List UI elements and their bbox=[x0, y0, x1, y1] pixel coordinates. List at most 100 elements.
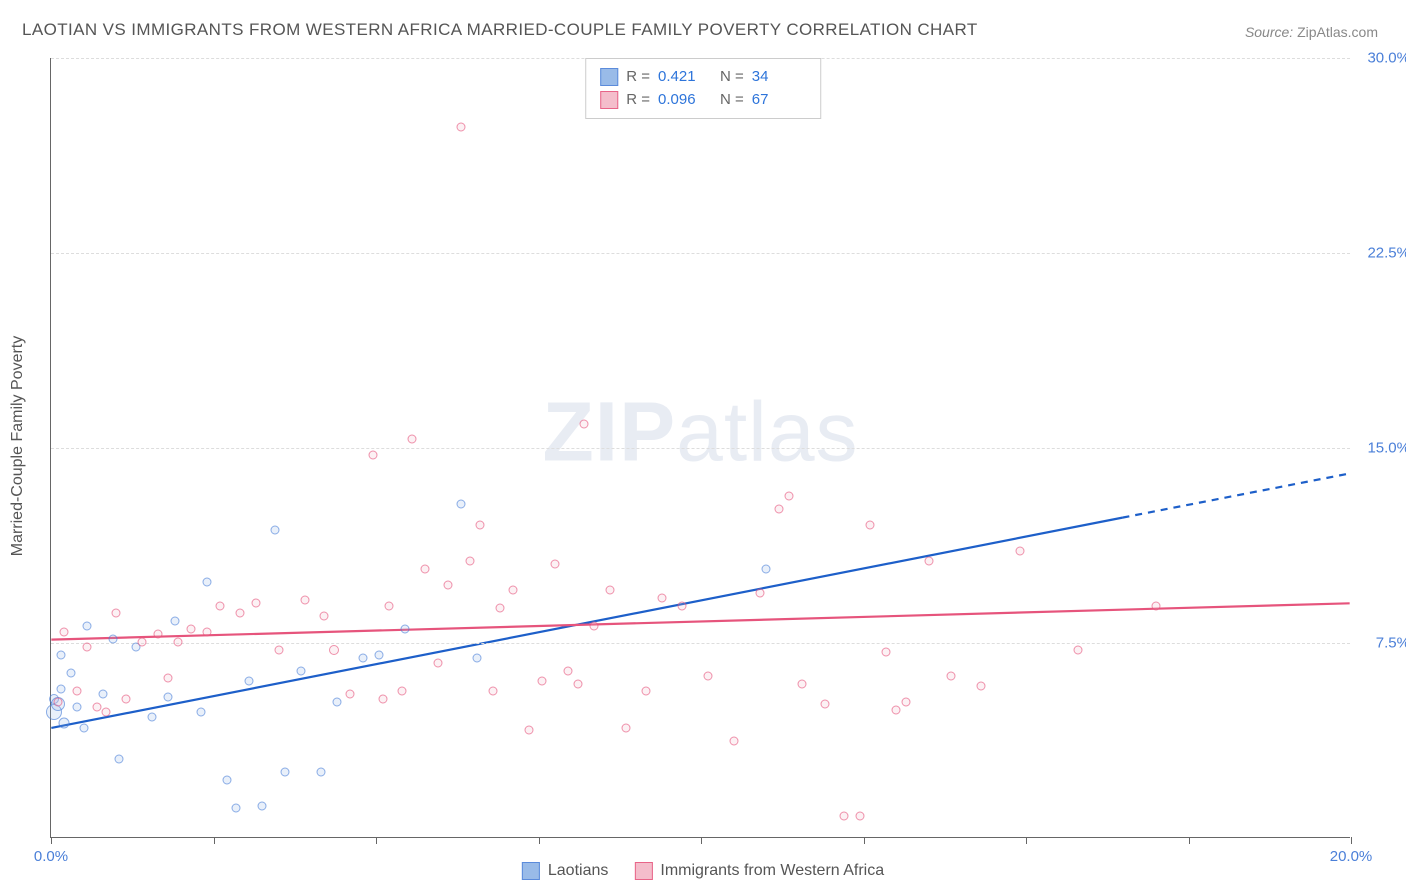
data-point-immigrants bbox=[443, 580, 452, 589]
data-point-immigrants bbox=[92, 703, 101, 712]
data-point-immigrants bbox=[820, 700, 829, 709]
data-point-immigrants bbox=[882, 648, 891, 657]
data-point-immigrants bbox=[476, 521, 485, 530]
x-tick bbox=[376, 837, 377, 844]
data-point-immigrants bbox=[398, 687, 407, 696]
legend-item-a: Laotians bbox=[522, 862, 609, 880]
data-point-immigrants bbox=[606, 586, 615, 595]
n-label: N = bbox=[720, 88, 744, 111]
data-point-laotians bbox=[56, 651, 65, 660]
data-point-immigrants bbox=[1015, 547, 1024, 556]
data-point-immigrants bbox=[1074, 645, 1083, 654]
r-value-b: 0.096 bbox=[658, 88, 706, 111]
r-label: R = bbox=[626, 65, 650, 88]
data-point-laotians bbox=[245, 677, 254, 686]
gridline bbox=[51, 643, 1350, 644]
data-point-immigrants bbox=[580, 419, 589, 428]
y-axis-label: Married-Couple Family Poverty bbox=[9, 336, 27, 557]
data-point-immigrants bbox=[173, 638, 182, 647]
x-tick bbox=[701, 837, 702, 844]
data-point-laotians bbox=[222, 775, 231, 784]
data-point-immigrants bbox=[495, 604, 504, 613]
data-point-laotians bbox=[232, 804, 241, 813]
data-point-immigrants bbox=[784, 492, 793, 501]
data-point-laotians bbox=[297, 666, 306, 675]
data-point-laotians bbox=[281, 768, 290, 777]
data-point-immigrants bbox=[112, 609, 121, 618]
data-point-laotians bbox=[115, 755, 124, 764]
data-point-laotians bbox=[375, 651, 384, 660]
data-point-immigrants bbox=[346, 690, 355, 699]
x-tick bbox=[864, 837, 865, 844]
x-tick-label: 0.0% bbox=[34, 848, 68, 865]
data-point-immigrants bbox=[1152, 601, 1161, 610]
data-point-immigrants bbox=[368, 450, 377, 459]
data-point-immigrants bbox=[840, 812, 849, 821]
swatch-series-b bbox=[600, 91, 618, 109]
data-point-immigrants bbox=[154, 630, 163, 639]
legend-item-b: Immigrants from Western Africa bbox=[634, 862, 884, 880]
data-point-laotians bbox=[401, 625, 410, 634]
data-point-laotians bbox=[59, 717, 70, 728]
n-label: N = bbox=[720, 65, 744, 88]
x-tick-label: 20.0% bbox=[1330, 848, 1373, 865]
data-point-laotians bbox=[196, 708, 205, 717]
data-point-immigrants bbox=[508, 586, 517, 595]
x-tick bbox=[214, 837, 215, 844]
data-point-laotians bbox=[170, 617, 179, 626]
data-point-immigrants bbox=[489, 687, 498, 696]
data-point-immigrants bbox=[550, 560, 559, 569]
data-point-laotians bbox=[203, 578, 212, 587]
gridline bbox=[51, 448, 1350, 449]
data-point-laotians bbox=[66, 669, 75, 678]
stats-row-series-a: R = 0.421 N = 34 bbox=[600, 65, 806, 88]
data-point-immigrants bbox=[216, 601, 225, 610]
x-tick bbox=[51, 837, 52, 844]
r-label: R = bbox=[626, 88, 650, 111]
data-point-laotians bbox=[359, 653, 368, 662]
data-point-immigrants bbox=[320, 612, 329, 621]
data-point-immigrants bbox=[797, 679, 806, 688]
data-point-immigrants bbox=[677, 601, 686, 610]
gridline bbox=[51, 253, 1350, 254]
data-point-immigrants bbox=[641, 687, 650, 696]
trendline-laotians bbox=[51, 518, 1122, 728]
data-point-immigrants bbox=[622, 723, 631, 732]
data-point-immigrants bbox=[466, 557, 475, 566]
swatch-series-b bbox=[634, 862, 652, 880]
data-point-immigrants bbox=[775, 505, 784, 514]
stats-row-series-b: R = 0.096 N = 67 bbox=[600, 88, 806, 111]
data-point-immigrants bbox=[924, 557, 933, 566]
data-point-laotians bbox=[762, 565, 771, 574]
data-point-immigrants bbox=[300, 596, 309, 605]
data-point-immigrants bbox=[892, 705, 901, 714]
data-point-immigrants bbox=[60, 627, 69, 636]
data-point-immigrants bbox=[573, 679, 582, 688]
data-point-immigrants bbox=[407, 435, 416, 444]
data-point-immigrants bbox=[138, 638, 147, 647]
data-point-immigrants bbox=[53, 697, 62, 706]
stats-legend-box: R = 0.421 N = 34 R = 0.096 N = 67 bbox=[585, 58, 821, 119]
data-point-immigrants bbox=[203, 627, 212, 636]
n-value-b: 67 bbox=[752, 88, 800, 111]
source-attribution: Source: ZipAtlas.com bbox=[1245, 24, 1378, 40]
data-point-immigrants bbox=[976, 682, 985, 691]
swatch-series-a bbox=[522, 862, 540, 880]
source-value: ZipAtlas.com bbox=[1297, 24, 1378, 40]
y-tick-label: 22.5% bbox=[1355, 245, 1406, 262]
data-point-laotians bbox=[73, 703, 82, 712]
data-point-immigrants bbox=[866, 521, 875, 530]
data-point-immigrants bbox=[329, 645, 339, 655]
data-point-immigrants bbox=[73, 687, 82, 696]
data-point-immigrants bbox=[102, 708, 111, 717]
data-point-laotians bbox=[108, 635, 117, 644]
data-point-immigrants bbox=[563, 666, 572, 675]
data-point-immigrants bbox=[658, 593, 667, 602]
x-tick bbox=[1026, 837, 1027, 844]
data-point-immigrants bbox=[164, 674, 173, 683]
data-point-laotians bbox=[472, 653, 481, 662]
y-tick-label: 15.0% bbox=[1355, 440, 1406, 457]
data-point-immigrants bbox=[856, 812, 865, 821]
data-point-immigrants bbox=[703, 671, 712, 680]
data-point-immigrants bbox=[589, 622, 598, 631]
